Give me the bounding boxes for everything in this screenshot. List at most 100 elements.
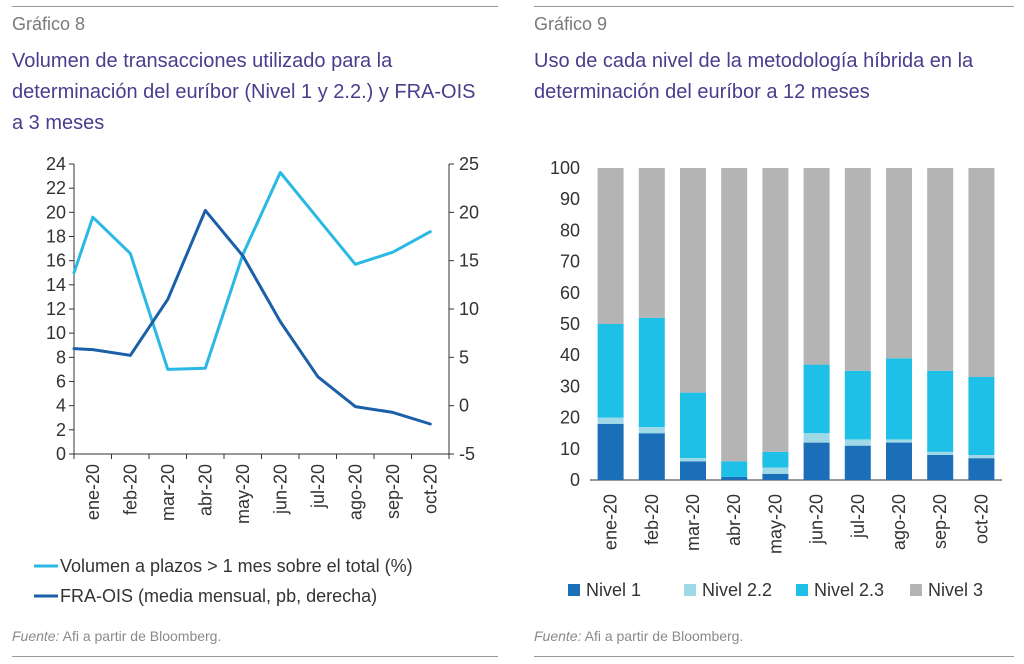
- y-tick-label: 30: [560, 376, 580, 396]
- y-left-tick-label: 14: [46, 275, 66, 295]
- x-tick-label: mar-20: [158, 464, 178, 521]
- bar-segment: [927, 168, 954, 371]
- bar-segment: [597, 417, 624, 424]
- source-note: Fuente: Afi a partir de Bloomberg.: [534, 628, 743, 644]
- y-tick-label: 90: [560, 189, 580, 209]
- bar-segment: [638, 317, 665, 427]
- y-right-tick-label: 15: [459, 251, 479, 271]
- series-line-2: [72, 208, 432, 426]
- x-tick-label: oct-20: [420, 464, 440, 514]
- x-tick-label: jun-20: [807, 494, 827, 545]
- y-left-tick-label: 18: [46, 227, 66, 247]
- x-tick-label: ago-20: [889, 494, 909, 550]
- bar-segment: [886, 439, 912, 443]
- x-tick-label: ene-20: [601, 494, 621, 550]
- legend-label: Nivel 2.3: [814, 580, 884, 600]
- bar-segment: [886, 358, 912, 440]
- figure-label: Gráfico 8: [12, 14, 86, 34]
- x-tick-label: jun-20: [270, 464, 290, 515]
- bar-segment: [638, 168, 665, 318]
- x-tick-label: sep-20: [930, 494, 950, 549]
- source-label: Fuente:: [534, 628, 582, 644]
- legend-swatch: [796, 584, 808, 596]
- x-tick-label: may-20: [765, 494, 785, 554]
- y-tick-label: 80: [560, 220, 580, 240]
- figure-label: Gráfico 9: [534, 14, 608, 34]
- bar-segment: [844, 445, 871, 480]
- bar-segment: [968, 377, 995, 455]
- bar-segment: [680, 458, 706, 462]
- bar-segment: [927, 370, 954, 452]
- bar-segment: [968, 168, 995, 377]
- bar-segment: [803, 433, 830, 443]
- stacked-bar-chart: 0 10 20 30 40 50 60 70 80 90 100 ene-20 feb-20 mar-20…: [550, 158, 1002, 600]
- bar-segment: [762, 473, 789, 480]
- y-left-tick-label: 24: [46, 154, 66, 174]
- x-tick-label: feb-20: [642, 494, 662, 545]
- y-left-tick-label: 20: [46, 202, 66, 222]
- y-right-tick-label: 25: [459, 154, 479, 174]
- legend-label: FRA-OIS (media mensual, pb, derecha): [60, 586, 377, 606]
- y-left-tick-label: 4: [56, 396, 66, 416]
- y-left-tick-label: 2: [56, 420, 66, 440]
- bar-segment: [762, 168, 789, 452]
- legend-label: Nivel 1: [586, 580, 641, 600]
- legend-swatch: [568, 584, 580, 596]
- y-left-tick-label: 10: [46, 323, 66, 343]
- bar-segment: [597, 168, 624, 324]
- y-tick-label: 70: [560, 252, 580, 272]
- y-tick-label: 0: [570, 470, 580, 490]
- y-tick-label: 40: [560, 345, 580, 365]
- source-note: Fuente: Afi a partir de Bloomberg.: [12, 628, 221, 644]
- bar-segment: [886, 442, 912, 480]
- y-left-tick-label: 12: [46, 299, 66, 319]
- bar-segment: [968, 455, 995, 459]
- bar-segment: [844, 439, 871, 446]
- bar-segment: [638, 433, 665, 480]
- y-left-tick-label: 16: [46, 251, 66, 271]
- y-left-tick-label: 8: [56, 347, 66, 367]
- bar-segment: [803, 168, 830, 365]
- y-right-tick-label: 20: [459, 202, 479, 222]
- source-text: Afi a partir de Bloomberg.: [584, 628, 744, 644]
- x-tick-label: ene-20: [83, 464, 103, 520]
- x-tick-label: abr-20: [195, 464, 215, 516]
- top-rule: [12, 6, 498, 7]
- bar-segment: [762, 451, 789, 468]
- bar-segment: [680, 168, 706, 393]
- legend-label: Volumen a plazos > 1 mes sobre el total …: [60, 556, 413, 576]
- x-tick-label: ago-20: [345, 464, 365, 520]
- x-tick-label: sep-20: [383, 464, 403, 519]
- y-tick-label: 50: [560, 314, 580, 334]
- bar-segment: [721, 461, 748, 477]
- x-tick-label: abr-20: [724, 494, 744, 546]
- x-tick-label: oct-20: [971, 494, 991, 544]
- legend-label: Nivel 3: [928, 580, 983, 600]
- y-left-tick-label: 22: [46, 178, 66, 198]
- bar-segment: [762, 467, 789, 474]
- bar-segment: [803, 442, 830, 480]
- y-right-tick-label: 0: [459, 396, 469, 416]
- y-right-tick-label: 5: [459, 347, 469, 367]
- bar-segment: [721, 168, 748, 462]
- y-left-tick-label: 6: [56, 372, 66, 392]
- x-tick-label: may-20: [233, 464, 253, 524]
- y-right-tick-label: 10: [459, 299, 479, 319]
- y-tick-label: 10: [560, 439, 580, 459]
- bar-segment: [844, 370, 871, 440]
- bar-segment: [638, 427, 665, 434]
- bar-segment: [886, 168, 912, 359]
- bar-segment: [803, 364, 830, 434]
- bar-segment: [844, 168, 871, 371]
- y-tick-label: 20: [560, 408, 580, 428]
- bottom-rule: [12, 656, 498, 657]
- x-tick-label: jul-20: [848, 494, 868, 539]
- source-label: Fuente:: [12, 628, 60, 644]
- bar-segment: [680, 461, 706, 480]
- bar-segment: [597, 423, 624, 480]
- legend-swatch: [910, 584, 922, 596]
- y-left-tick-label: 0: [56, 444, 66, 464]
- x-tick-label: mar-20: [683, 494, 703, 551]
- chart-panel-right: Gráfico 9 Uso de cada nivel de la metodo…: [534, 0, 1014, 664]
